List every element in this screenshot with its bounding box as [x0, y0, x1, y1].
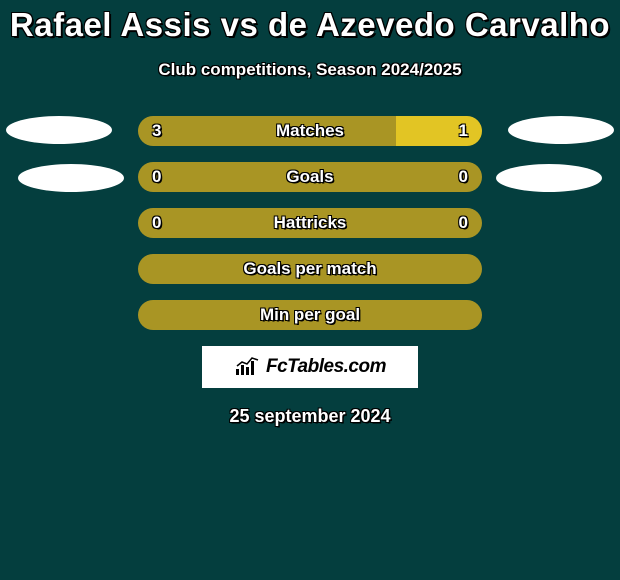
stat-value-left: 0: [152, 208, 161, 238]
stat-row: Goals per match: [0, 254, 620, 284]
stat-value-right: 1: [459, 116, 468, 146]
stat-bar-track: Min per goal: [138, 300, 482, 330]
stat-value-right: 0: [459, 208, 468, 238]
stat-bar-track: Goals per match: [138, 254, 482, 284]
logo-box: FcTables.com: [202, 346, 418, 388]
stat-row: Min per goal: [0, 300, 620, 330]
page-title: Rafael Assis vs de Azevedo Carvalho: [0, 0, 620, 44]
stat-row: Goals0 0: [0, 162, 620, 192]
chart-icon: [234, 357, 262, 377]
stat-label: Min per goal: [138, 300, 482, 330]
stat-label: Goals: [138, 162, 482, 192]
stat-bar-track: Goals0 0: [138, 162, 482, 192]
date-label: 25 september 2024: [0, 406, 620, 427]
stat-label: Matches: [138, 116, 482, 146]
stat-value-right: 0: [459, 162, 468, 192]
comparison-chart: Matches31Goals00Hattricks00Goals per mat…: [0, 116, 620, 330]
stat-value-left: 0: [152, 162, 161, 192]
page-subtitle: Club competitions, Season 2024/2025: [0, 60, 620, 80]
stat-label: Hattricks: [138, 208, 482, 238]
stat-bar-track: Hattricks0 0: [138, 208, 482, 238]
stat-value-left: 3: [152, 116, 161, 146]
stat-label: Goals per match: [138, 254, 482, 284]
stat-row: Hattricks0 0: [0, 208, 620, 238]
stat-row: Matches3 1: [0, 116, 620, 146]
logo-text: FcTables.com: [266, 356, 386, 378]
stat-bar-track: Matches3 1: [138, 116, 482, 146]
